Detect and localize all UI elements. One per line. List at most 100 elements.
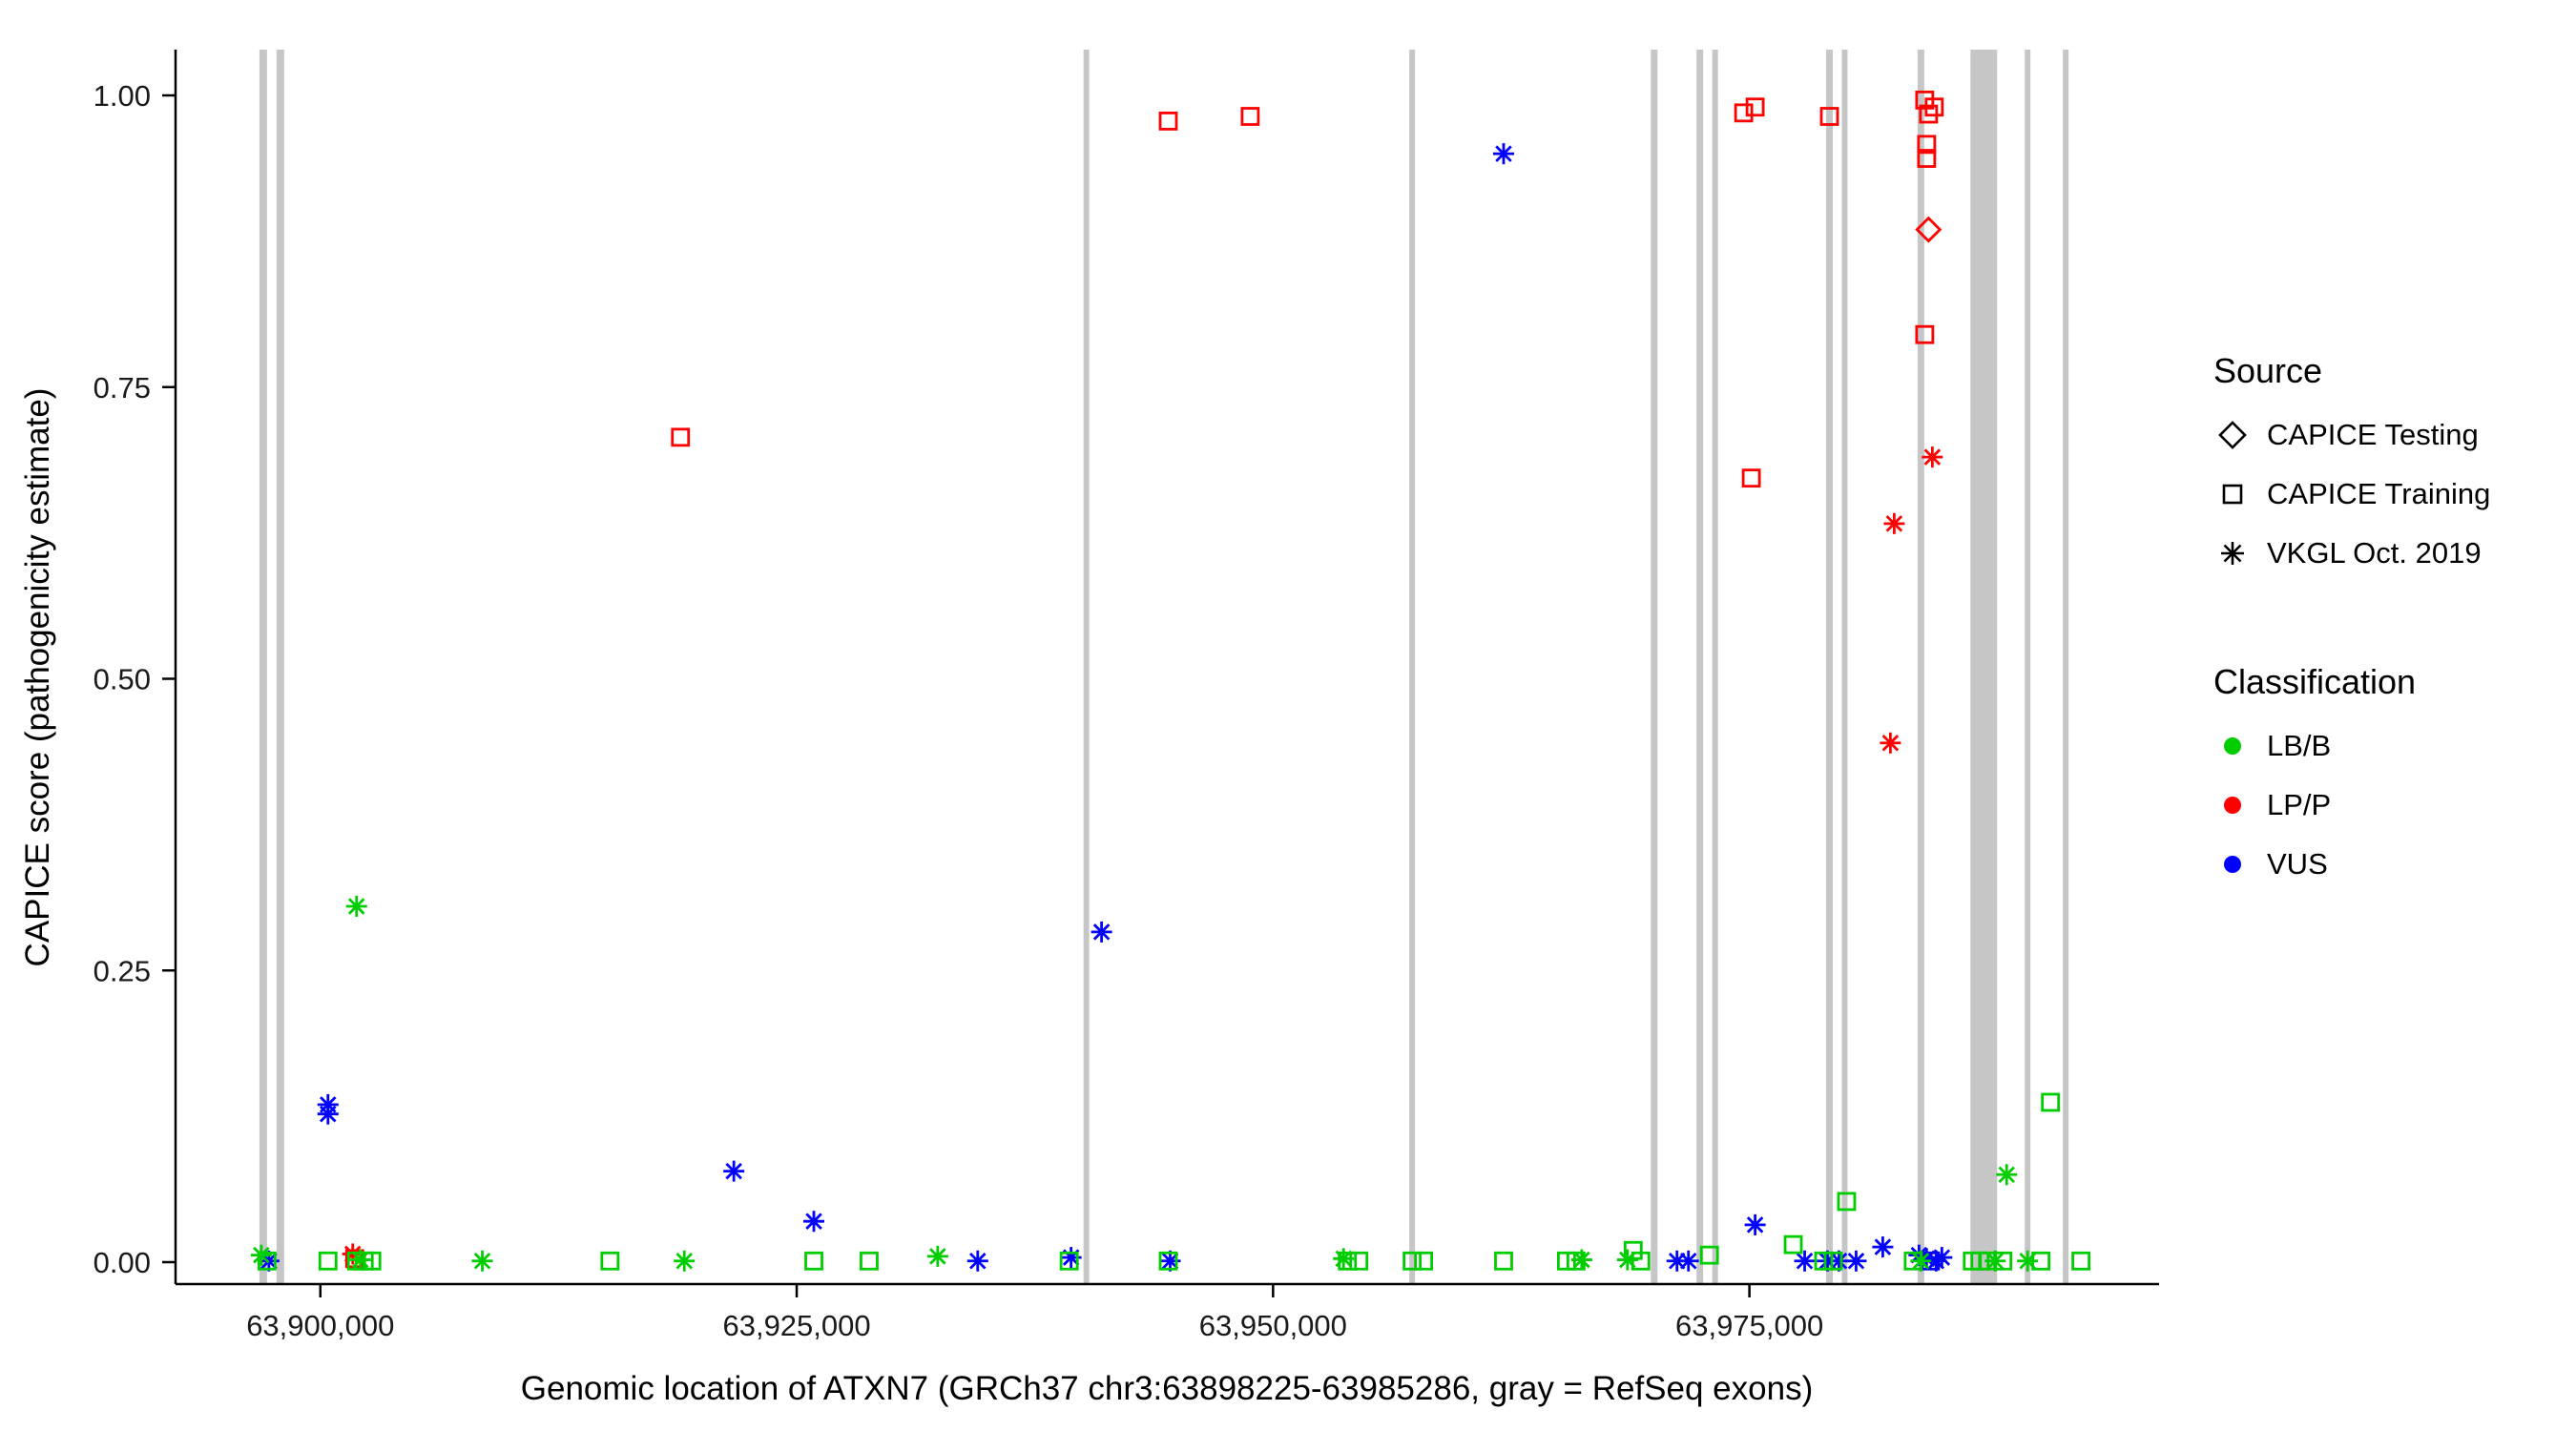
y-tick-label: 1.00 <box>93 79 151 113</box>
data-point-square <box>1699 1245 1719 1265</box>
data-point-asterisk <box>966 1250 988 1272</box>
data-point-square <box>600 1251 620 1271</box>
refseq-exon-bar <box>2025 50 2031 1284</box>
data-point-square <box>1915 324 1935 344</box>
refseq-exon-bar <box>1826 50 1833 1284</box>
refseq-exon-bar <box>1651 50 1658 1284</box>
data-point-square <box>1745 97 1765 117</box>
data-point-asterisk <box>1570 1249 1592 1271</box>
legend-item-label: CAPICE Testing <box>2267 418 2479 451</box>
legend-item-label: VUS <box>2267 847 2328 881</box>
data-point-square <box>671 427 691 447</box>
y-tick-label: 0.50 <box>93 663 151 696</box>
data-point-square <box>1919 104 1939 124</box>
data-point-asterisk <box>723 1160 745 1182</box>
data-point-asterisk <box>1931 1247 1953 1269</box>
data-point-asterisk <box>250 1244 272 1266</box>
data-point-square <box>1741 468 1761 488</box>
refseq-exon-bar <box>1409 50 1416 1284</box>
data-point-square <box>1837 1192 1857 1212</box>
data-point-asterisk <box>1845 1250 1867 1272</box>
legend-item-vus: VUS <box>2213 845 2490 883</box>
refseq-exon-bar <box>259 50 267 1284</box>
y-tick-label: 0.00 <box>93 1246 151 1279</box>
data-point-asterisk <box>471 1250 493 1272</box>
diamond-icon <box>2218 421 2247 449</box>
legend-item-capice-training: CAPICE Training <box>2213 475 2490 513</box>
data-point-square <box>1338 1251 1358 1271</box>
refseq-exon-bar <box>1083 50 1090 1284</box>
square-icon <box>2222 484 2243 505</box>
blue-dot-icon <box>2224 856 2241 873</box>
data-point-square <box>1059 1251 1079 1271</box>
data-point-square <box>860 1251 879 1271</box>
data-point-asterisk <box>1910 1250 1932 1272</box>
data-point-square <box>1917 149 1937 168</box>
data-point-square <box>1494 1251 1513 1271</box>
refseq-exon-bar <box>1712 50 1718 1284</box>
data-point-square <box>1414 1251 1434 1271</box>
refseq-exon-bar <box>1696 50 1704 1284</box>
data-point-square <box>2031 1251 2051 1271</box>
data-point-asterisk <box>1872 1236 1894 1258</box>
data-point-square <box>1917 135 1937 155</box>
data-point-asterisk <box>803 1211 825 1233</box>
legend-item-label: VKGL Oct. 2019 <box>2267 536 2482 570</box>
data-point-square <box>1349 1251 1369 1271</box>
data-point-asterisk <box>1794 1250 1816 1272</box>
y-axis-title: CAPICE score (pathogenicity estimate) <box>19 387 56 967</box>
legend-item-label: CAPICE Training <box>2267 477 2491 510</box>
refseq-exon-bar <box>2063 50 2069 1284</box>
data-point-asterisk <box>1883 512 1905 534</box>
data-point-square <box>1240 107 1260 126</box>
data-point-asterisk <box>1091 921 1112 943</box>
legend-item-vkgl: VKGL Oct. 2019 <box>2213 534 2490 572</box>
data-point-square <box>1814 1251 1834 1271</box>
data-point-square <box>1783 1234 1803 1255</box>
x-tick-label: 63,925,000 <box>722 1309 870 1342</box>
data-point-square <box>1402 1251 1423 1271</box>
data-point-square <box>318 1251 338 1271</box>
data-point-asterisk <box>1922 446 1943 468</box>
refseq-exon-bar <box>1970 50 1998 1284</box>
data-point-square <box>1993 1251 2013 1271</box>
legend-source-title: Source <box>2213 351 2323 390</box>
data-point-asterisk <box>1677 1250 1699 1272</box>
refseq-exon-bar <box>1841 50 1848 1284</box>
legend-item-lpp: LP/P <box>2213 786 2490 824</box>
x-tick-label: 63,975,000 <box>1675 1309 1823 1342</box>
data-point-diamond <box>1915 216 1942 243</box>
data-point-asterisk <box>1492 143 1514 165</box>
x-tick-label: 63,950,000 <box>1199 1309 1347 1342</box>
data-point-square <box>257 1251 277 1271</box>
data-point-square <box>1823 1251 1843 1271</box>
x-tick-label: 63,900,000 <box>246 1309 394 1342</box>
data-point-asterisk <box>926 1245 948 1267</box>
data-point-asterisk <box>1880 732 1901 754</box>
y-tick-label: 0.25 <box>93 954 151 987</box>
data-point-square <box>2071 1251 2091 1271</box>
legend: Source CAPICE Testing CAPICE Training <box>2213 351 2490 904</box>
data-point-square <box>1158 1251 1178 1271</box>
data-point-square <box>1734 103 1754 123</box>
data-point-square <box>804 1251 823 1271</box>
data-point-asterisk <box>1744 1213 1766 1235</box>
refseq-exon-bar <box>1917 50 1924 1284</box>
data-point-square <box>1631 1251 1651 1271</box>
asterisk-icon <box>2221 542 2244 565</box>
data-point-asterisk <box>1996 1164 2018 1186</box>
data-point-square <box>1158 112 1178 131</box>
refseq-exon-bar <box>276 50 284 1284</box>
legend-item-capice-testing: CAPICE Testing <box>2213 416 2490 454</box>
data-point-asterisk <box>317 1103 339 1125</box>
red-dot-icon <box>2224 797 2241 814</box>
data-point-square <box>2041 1092 2061 1112</box>
data-point-asterisk <box>674 1250 696 1272</box>
data-point-asterisk <box>349 1249 371 1271</box>
green-dot-icon <box>2224 737 2241 755</box>
y-tick-label: 0.75 <box>93 371 151 404</box>
legend-classification-title: Classification <box>2213 662 2417 701</box>
data-point-asterisk <box>345 895 367 917</box>
